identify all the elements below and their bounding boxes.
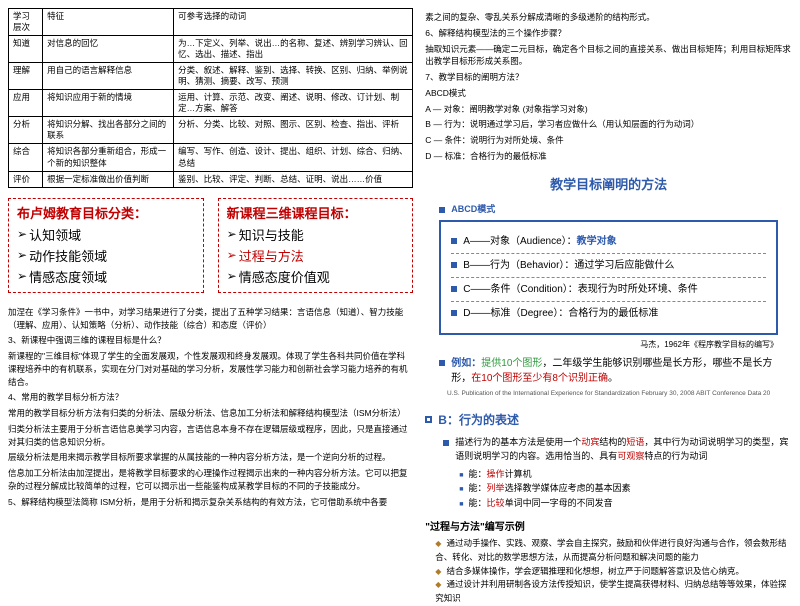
behavior-title: B：行为的表述 <box>425 411 792 428</box>
list-item: 结合多媒体操作，学会逻辑推理和化想想，树立严于问题解答意识及信心纳克。 <box>435 565 792 579</box>
abcd-title: 教学目标阐明的方法 <box>425 174 792 193</box>
paragraph: B — 行为：说明通过学习后，学习者应做什么（用认知层面的行为动词） <box>425 118 792 131</box>
bullet-icon <box>439 360 445 366</box>
paragraph: 信息加工分析法由加涅提出，是将教学目标要求的心理操作过程揭示出来的一种内容分析方… <box>8 467 413 493</box>
paragraph: A — 对象：阐明教学对象 (对象指学习对象) <box>425 103 792 116</box>
bullet-icon <box>451 238 457 244</box>
th-feature: 特征 <box>43 9 174 36</box>
paragraph: 加涅在《学习条件》一书中，对学习结果进行了分类，提出了五种学习结果：言语信息（知… <box>8 306 413 332</box>
paragraph: 6、解释结构模型法的三个操作步骤？ <box>425 27 792 40</box>
paragraph: 常用的教学目标分析方法有归类的分析法、层级分析法、信息加工分析法和解释结构模型法… <box>8 407 413 420</box>
dash-item: ➢情感态度领域 <box>17 267 195 286</box>
abcd-box: A——对象（Audience）：教学对象 B——行为（Behavior）：通过学… <box>439 220 778 335</box>
paragraph: 归类分析法主要用于分析言语信息美学习内容，言语信息本身不存在逻辑层级或程序，因此… <box>8 423 413 449</box>
th-level: 学习层次 <box>9 9 43 36</box>
th-verbs: 可参考选择的动词 <box>174 9 413 36</box>
bullet-icon <box>443 440 449 446</box>
paragraph: 5、解释结构模型法简称 ISM分析，是用于分析和揭示复杂关系结构的有效方法，它可… <box>8 496 413 509</box>
3d-box: 新课程三维课程目标： ➢知识与技能 ➢过程与方法 ➢情感态度价值观 <box>218 198 414 293</box>
dash-item: ➢情感态度价值观 <box>227 267 405 286</box>
dash-item: ➢认知领域 <box>17 225 195 244</box>
abcd-mode: ABCD模式 <box>451 203 495 217</box>
paragraph: 素之间的复杂、零乱关系分解成清晰的多级递阶的结构形式。 <box>425 11 792 24</box>
paragraph: 3、新课程中强调三维的课程目标是什么？ <box>8 334 413 347</box>
pub-note: U.S. Publication of the International Ex… <box>425 390 792 397</box>
paragraph: 7、教学目标的阐明方法？ <box>425 71 792 84</box>
list-item: 能：操作计算机 <box>459 467 792 481</box>
bullet-icon <box>451 262 457 268</box>
list-item: 能：列举选择教学媒体应考虑的基本因素 <box>459 481 792 495</box>
paragraph: ABCD模式 <box>425 87 792 100</box>
paragraph: 新课程的"三维目标"体现了学生的全面发展观，个性发展观和终身发展观。体现了学生各… <box>8 350 413 388</box>
proc-title: "过程与方法"编写示例 <box>425 518 792 533</box>
paragraph: C — 条件：说明行为对所处境、条件 <box>425 134 792 147</box>
bullet-icon <box>439 207 445 213</box>
paragraph: D — 标准：合格行为的最低标准 <box>425 150 792 163</box>
square-icon <box>425 416 432 423</box>
paragraph: 4、常用的教学目标分析方法？ <box>8 391 413 404</box>
list-item: 能：比较单词中同一字母的不同发音 <box>459 496 792 510</box>
paragraph: 层级分析法是用来揭示教学目标所要求掌握的从属技能的一种内容分析方法，是一个逆向分… <box>8 451 413 464</box>
paragraph: 抽取知识元素——确定二元目标，确定各个目标之间的直接关系、做出目标矩阵；利用目标… <box>425 43 792 69</box>
learning-levels-table: 学习层次 特征 可参考选择的动词 知道对信息的回忆为…下定义、列举、说出…的名称… <box>8 8 413 188</box>
dash-item: ➢动作技能领域 <box>17 246 195 265</box>
list-item: 通过设计并利用研制各设方法传授知识，使学生提高获得材料、归纳总结等等效果，体验探… <box>435 578 792 605</box>
behavior-para: 描述行为的基本方法是使用一个动宾结构的短语，其中行为动词说明学习的类型，宾语则说… <box>455 436 792 463</box>
abcd-cite: 马杰，1962年《程序教学目标的编写》 <box>439 339 778 350</box>
bullet-icon <box>451 286 457 292</box>
dash-item: ➢知识与技能 <box>227 225 405 244</box>
list-item: 通过动手操作、实践、观察、学会自主探究，鼓励和伙伴进行良好沟通与合作，领会数形结… <box>435 537 792 564</box>
3d-title: 新课程三维课程目标： <box>227 205 405 223</box>
dash-item: ➢过程与方法 <box>227 246 405 265</box>
bloom-box: 布卢姆教育目标分类： ➢认知领域 ➢动作技能领域 ➢情感态度领域 <box>8 198 204 293</box>
bullet-icon <box>451 310 457 316</box>
bloom-title: 布卢姆教育目标分类： <box>17 205 195 223</box>
